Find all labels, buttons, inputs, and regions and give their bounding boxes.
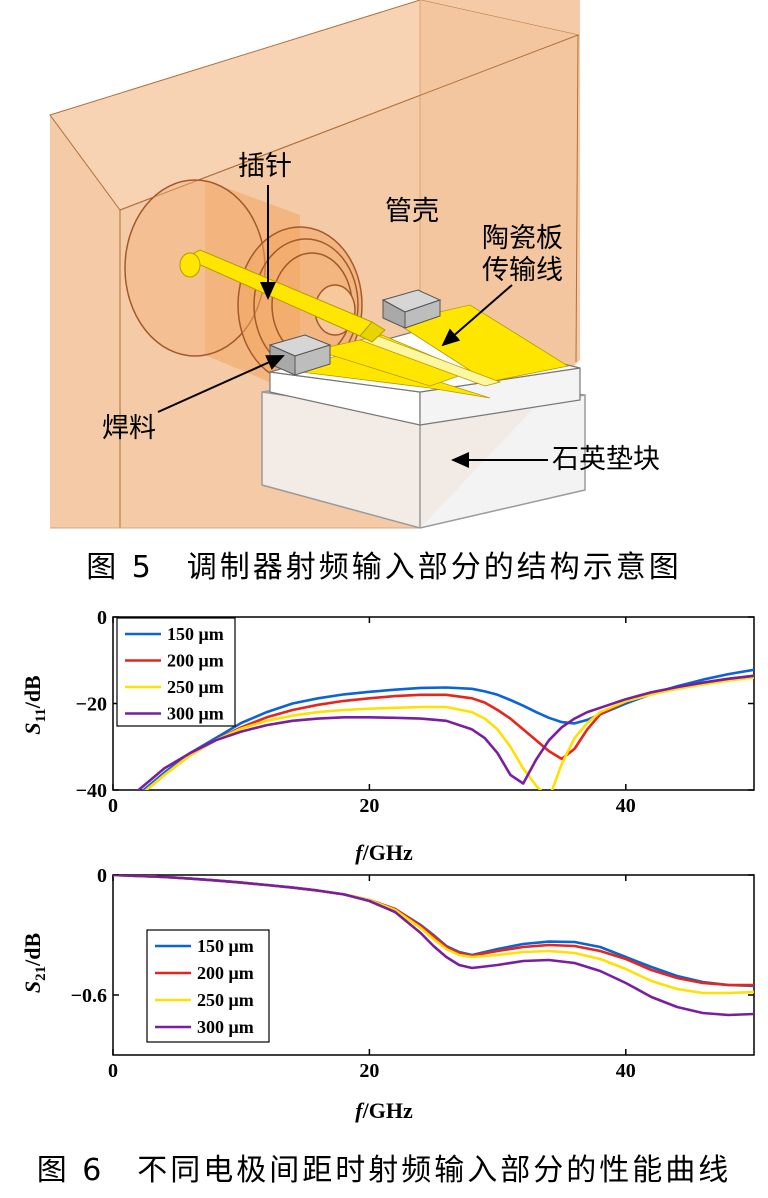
series-line-300um — [113, 875, 754, 1017]
series-line-150um — [141, 668, 754, 790]
y-tick-label: 0 — [97, 607, 107, 629]
y-tick-label: −0.6 — [71, 985, 107, 1007]
pin-label: 插针 — [238, 151, 292, 182]
legend-box — [116, 617, 236, 727]
legend-label: 200 μm — [167, 651, 224, 671]
solder-label: 焊料 — [102, 413, 156, 444]
s21-plot: 0 20 40 0 −0.6 150 μm 200 μm 250 μm 300 μm — [71, 865, 755, 1082]
ceramic-board — [269, 304, 581, 426]
legend-label: 200 μm — [197, 963, 254, 983]
legend-label: 300 μm — [167, 704, 224, 724]
s21-xlabel: f/GHz — [355, 1098, 413, 1123]
series-line-250um — [144, 676, 754, 790]
x-tick-label: 40 — [616, 1060, 636, 1082]
pin-shape — [179, 249, 386, 343]
housing-label: 管壳 — [385, 196, 439, 227]
legend-label: 250 μm — [167, 677, 224, 697]
performance-charts: 0 20 40 0 −20 −40 150 μm 200 μm 250 μm 300 μm f/G… — [20, 607, 755, 1188]
s21-ylabel: S21/dB — [20, 933, 49, 994]
legend-box — [146, 929, 270, 1043]
figure6-caption: 图 6 不同电极间距时射频输入部分的性能曲线 — [37, 1153, 732, 1188]
plot-frame — [112, 874, 755, 1056]
solder-arrow — [157, 355, 285, 413]
s11-plot: 0 20 40 0 −20 −40 150 μm 200 μm 250 μm 300 μm — [76, 607, 755, 817]
x-tick-label: 40 — [616, 795, 636, 817]
x-tick-label: 20 — [359, 1060, 379, 1082]
figure5-caption: 图 5 调制器射频输入部分的结构示意图 — [86, 550, 682, 585]
structure-diagram: 插针 管壳 陶瓷板 传输线 焊料 石英垫块 图 5 调制器射频输入部分的结构示意… — [49, 0, 682, 585]
s11-ylabel: S11/dB — [20, 675, 49, 735]
x-tick-label: 20 — [359, 795, 379, 817]
y-tick-label: 0 — [97, 865, 107, 887]
series-line-300um — [136, 674, 754, 790]
quartz-block-label: 石英垫块 — [552, 444, 660, 475]
ceramic-label-line2: 传输线 — [482, 255, 563, 286]
x-tick-label: 0 — [108, 1060, 118, 1082]
ceramic-arrow — [441, 284, 513, 347]
y-tick-label: −20 — [76, 694, 107, 716]
legend: 150 μm 200 μm 250 μm 300 μm — [116, 617, 236, 727]
x-tick-label: 0 — [108, 795, 118, 817]
legend-label: 150 μm — [167, 624, 224, 644]
coaxial-feedthrough — [124, 179, 363, 395]
legend-label: 250 μm — [197, 990, 254, 1010]
solder-blocks — [268, 289, 442, 376]
s11-xlabel: f/GHz — [355, 840, 413, 865]
y-tick-label: −40 — [76, 780, 107, 802]
legend: 150 μm 200 μm 250 μm 300 μm — [146, 929, 270, 1043]
ceramic-label-line1: 陶瓷板 — [482, 223, 563, 254]
legend-label: 150 μm — [197, 936, 254, 956]
legend-label: 300 μm — [197, 1017, 254, 1037]
